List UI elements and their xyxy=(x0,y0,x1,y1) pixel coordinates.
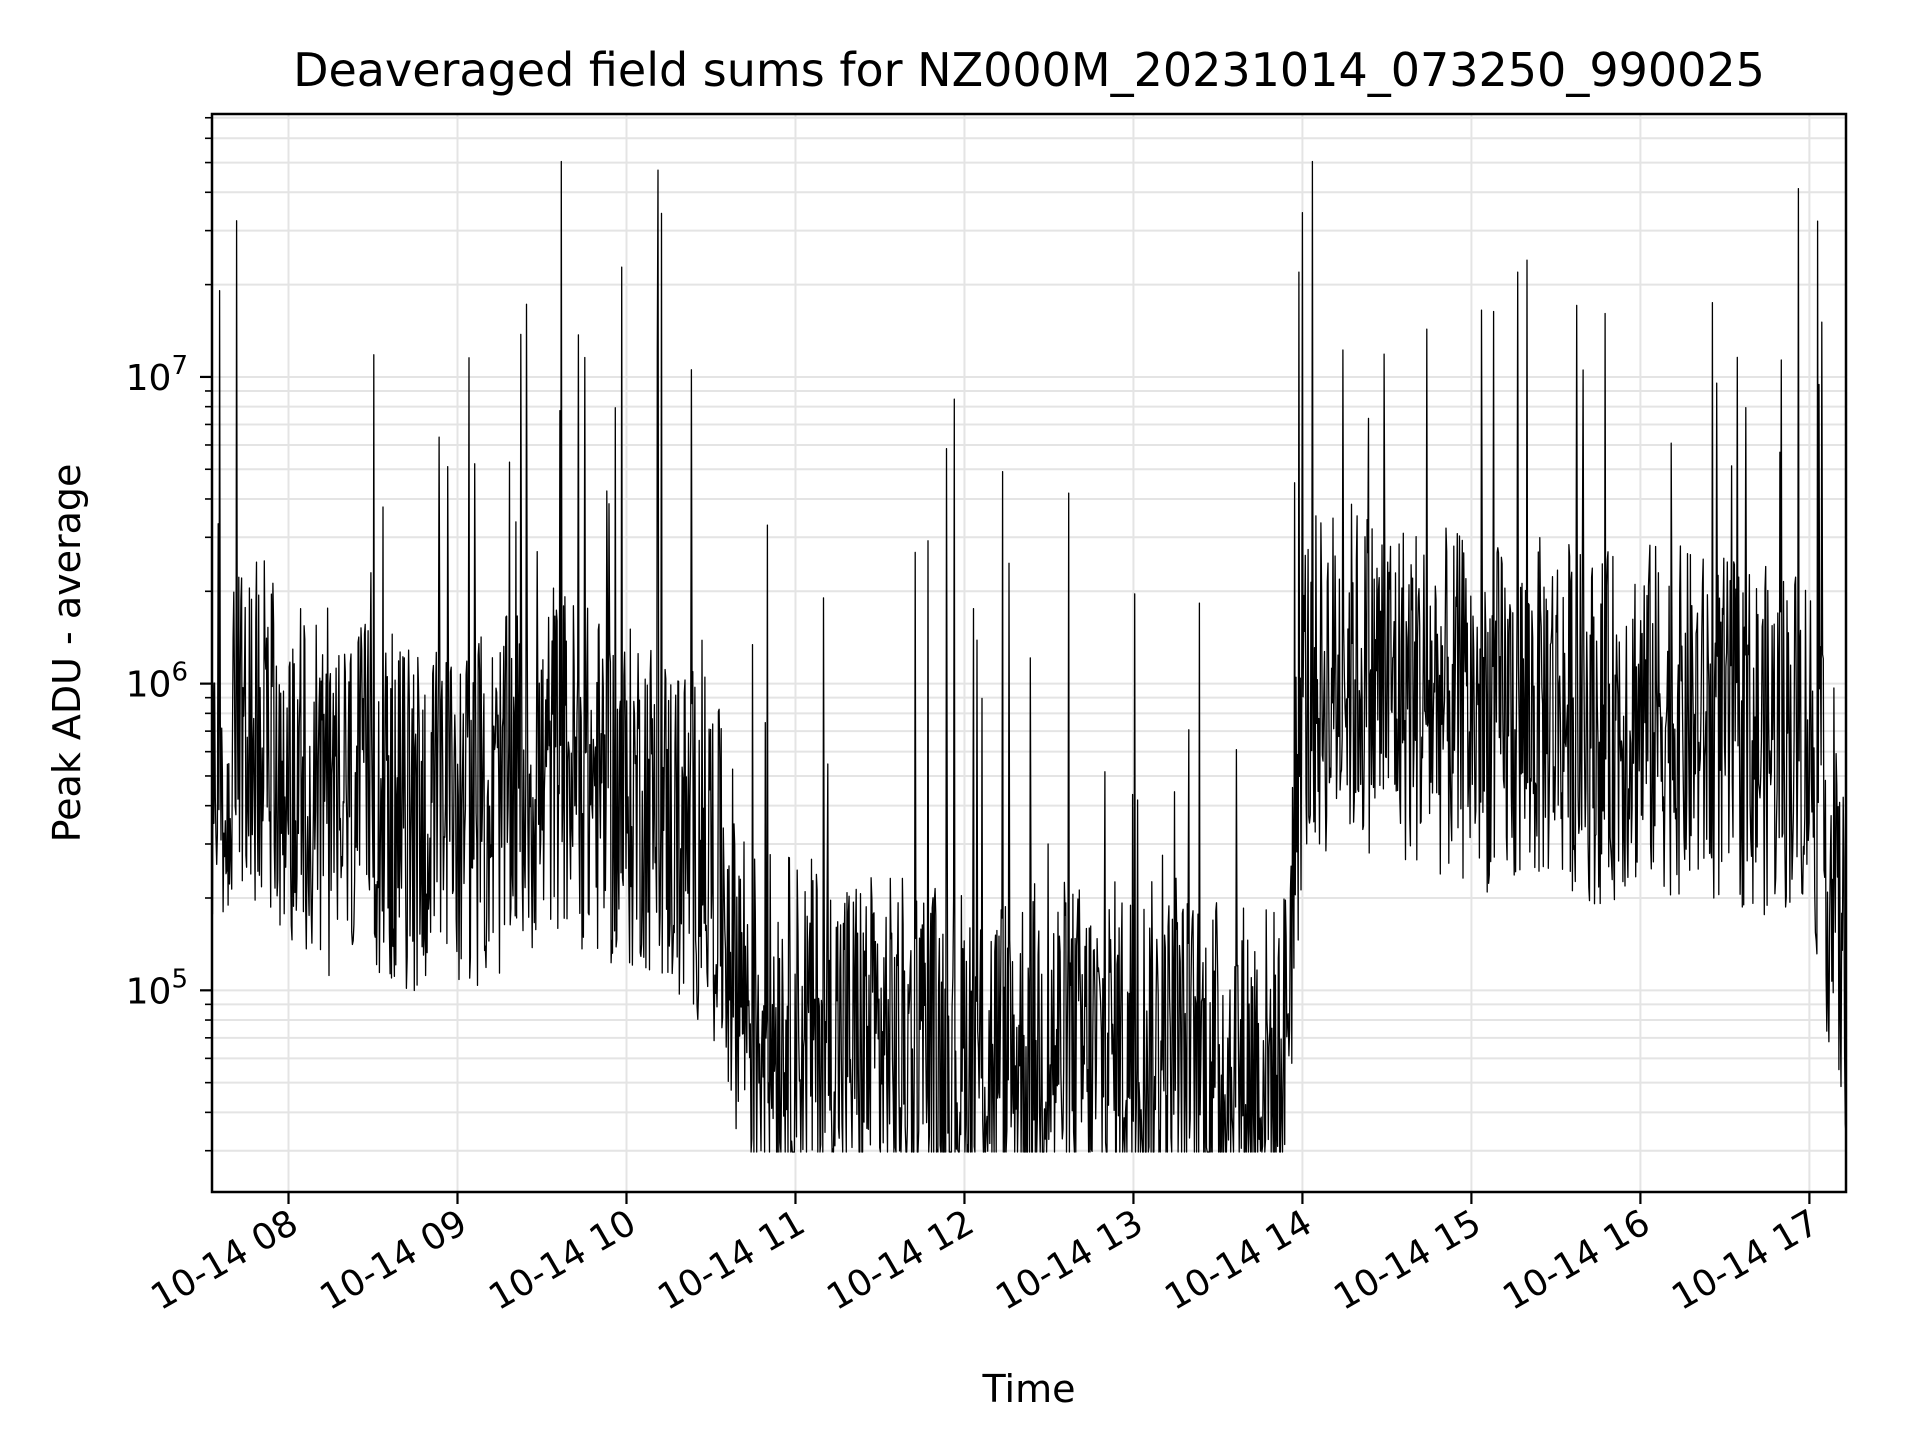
x-tick-label: 10-14 15 xyxy=(1327,1202,1488,1318)
chart-title: Deaveraged field sums for NZ000M_2023101… xyxy=(293,43,1765,97)
y-axis-label: Peak ADU - average xyxy=(45,464,89,843)
x-tick-label: 10-14 17 xyxy=(1665,1202,1826,1318)
x-tick-label: 10-14 12 xyxy=(820,1202,981,1318)
y-tick-exponent: 7 xyxy=(171,351,188,381)
x-tick-label: 10-14 11 xyxy=(651,1202,812,1318)
x-tick-label: 10-14 10 xyxy=(482,1202,643,1318)
data-series xyxy=(211,160,1847,1153)
y-tick-base: 10 xyxy=(126,971,172,1012)
plot-frame xyxy=(210,112,1848,1194)
x-tick-label: 10-14 09 xyxy=(313,1202,474,1318)
series-line xyxy=(211,160,1847,1153)
y-tick-base: 10 xyxy=(126,665,172,706)
y-tick-exponent: 6 xyxy=(171,658,188,688)
x-tick-label: 10-14 13 xyxy=(989,1202,1150,1318)
y-tick-exponent: 5 xyxy=(171,964,188,994)
x-axis: 10-14 08 10-14 09 10-14 10 10-14 11 10-14 12… xyxy=(144,1192,1826,1319)
y-tick-base: 10 xyxy=(126,358,172,399)
x-axis-label: Time xyxy=(982,1367,1076,1411)
x-tick-label: 10-14 08 xyxy=(144,1202,305,1318)
x-tick-label: 10-14 14 xyxy=(1158,1202,1319,1318)
y-tick-label: 106 xyxy=(126,658,188,706)
y-tick-label: 105 xyxy=(126,964,188,1012)
y-tick-label: 107 xyxy=(126,351,188,399)
x-tick-label: 10-14 16 xyxy=(1496,1202,1657,1318)
